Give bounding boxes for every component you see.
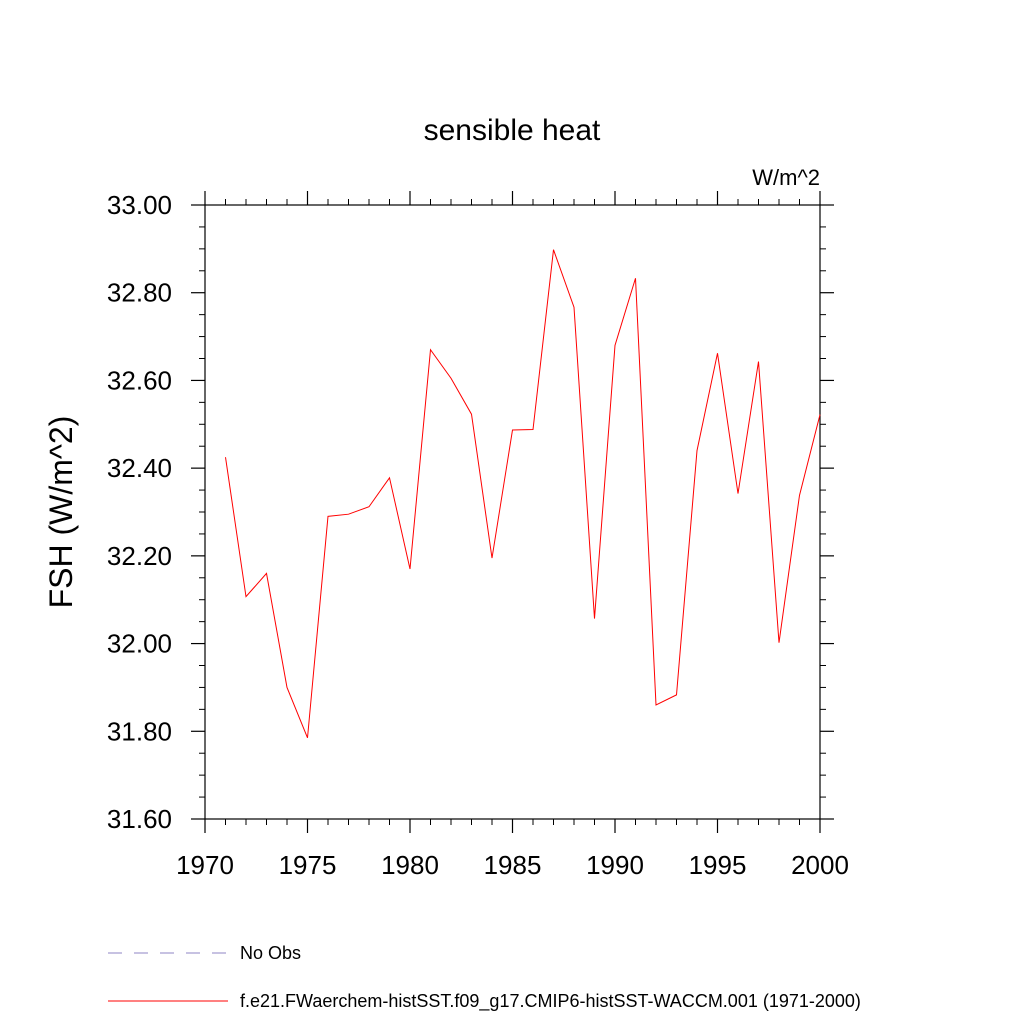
legend-label-no-obs: No Obs	[240, 943, 301, 963]
y-tick-label: 32.40	[107, 453, 172, 483]
legend-label-model-run: f.e21.FWaerchem-histSST.f09_g17.CMIP6-hi…	[240, 991, 861, 1012]
y-tick-label: 32.00	[107, 629, 172, 659]
legend: No Obs f.e21.FWaerchem-histSST.f09_g17.C…	[108, 943, 861, 1012]
units-label: W/m^2	[752, 165, 820, 190]
plot-frame	[204, 204, 821, 820]
chart-title: sensible heat	[424, 114, 601, 147]
x-tick-label: 1975	[279, 850, 337, 880]
x-tick-label: 2000	[791, 850, 849, 880]
y-axis: 31.60 31.80 32.00 32.20 32.40 32.60 32.80 33.00	[107, 190, 834, 834]
y-tick-label: 32.80	[107, 278, 172, 308]
y-tick-label: 32.20	[107, 541, 172, 571]
y-tick-label: 31.80	[107, 716, 172, 746]
x-tick-label: 1990	[586, 850, 644, 880]
series-layer	[225, 249, 821, 739]
x-tick-label: 1970	[176, 850, 234, 880]
y-tick-label: 33.00	[107, 190, 172, 220]
x-tick-label: 1985	[484, 850, 542, 880]
y-axis-label: FSH (W/m^2)	[43, 416, 79, 609]
x-tick-label: 1980	[381, 850, 439, 880]
x-axis: 1970 1975 1980 1985 1990 1995 2000	[176, 191, 849, 880]
y-tick-label: 31.60	[107, 804, 172, 834]
y-tick-label: 32.60	[107, 365, 172, 395]
series-line	[225, 249, 821, 739]
x-tick-label: 1995	[689, 850, 747, 880]
